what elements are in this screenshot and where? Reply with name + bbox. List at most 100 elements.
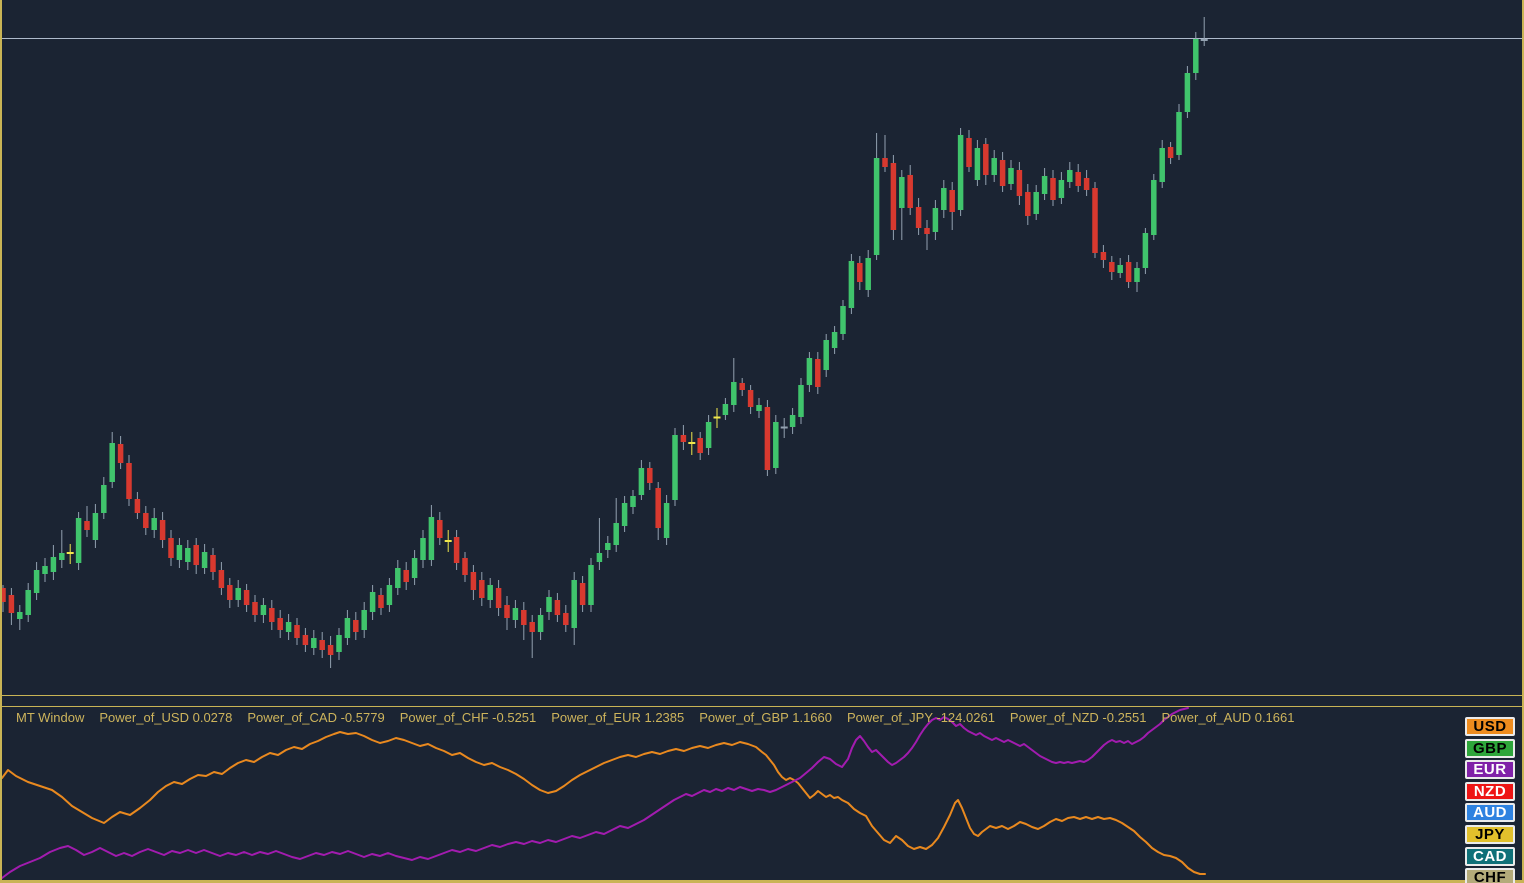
candle-body xyxy=(890,163,897,230)
candle-body xyxy=(285,622,292,632)
candle-body xyxy=(0,588,6,602)
candle-body xyxy=(915,207,922,228)
candle-body xyxy=(479,580,485,598)
candle-body xyxy=(277,618,283,630)
candle-body xyxy=(705,422,712,448)
candle-body xyxy=(655,488,661,528)
candle-body xyxy=(185,548,191,562)
candle-body xyxy=(697,438,703,453)
legend-button-usd[interactable]: USD xyxy=(1465,717,1515,736)
candle-body xyxy=(495,588,502,608)
legend-button-jpy[interactable]: JPY xyxy=(1465,824,1515,844)
candle-body xyxy=(647,468,653,483)
indicator-value-power_of_jpy: Power_of_JPY -124.0261 xyxy=(847,710,995,725)
candle-body xyxy=(8,595,15,613)
candle-body xyxy=(1041,176,1048,194)
candle-body xyxy=(865,258,871,290)
candle-body xyxy=(319,640,325,650)
candle-body xyxy=(1142,233,1149,268)
legend-button-gbp[interactable]: GBP xyxy=(1465,738,1515,758)
candle-body xyxy=(1176,112,1182,155)
candle-body xyxy=(403,570,409,582)
legend-button-aud[interactable]: AUD xyxy=(1465,803,1515,823)
candle-body xyxy=(353,620,359,632)
indicator-value-power_of_nzd: Power_of_NZD -0.2551 xyxy=(1009,710,1147,725)
currency-legend: USD GBP EUR NZD AUD JPY CAD CHF xyxy=(1465,717,1515,883)
candle-body xyxy=(924,228,930,234)
candle-body xyxy=(932,208,939,232)
legend-button-cad[interactable]: CAD xyxy=(1465,846,1515,866)
candle-body xyxy=(1016,170,1023,196)
candle-body xyxy=(428,517,435,560)
candle-body xyxy=(1159,148,1165,182)
candle-body xyxy=(823,340,829,370)
candle-body xyxy=(1075,172,1081,186)
candle-body xyxy=(227,585,233,600)
indicator-window-title: MT Window xyxy=(16,710,85,725)
legend-button-chf[interactable]: CHF xyxy=(1465,868,1515,883)
candle-body xyxy=(521,610,527,625)
candle-body xyxy=(957,135,964,210)
candle-body xyxy=(201,552,208,568)
candle-body xyxy=(966,138,972,167)
candle-body xyxy=(361,610,367,630)
indicator-value-power_of_chf: Power_of_CHF -0.5251 xyxy=(399,710,537,725)
candle-body xyxy=(949,190,955,212)
candle-body xyxy=(59,553,65,560)
candle-body xyxy=(546,597,552,612)
candle-body xyxy=(336,635,342,652)
indicator-value-power_of_gbp: Power_of_GBP 1.1660 xyxy=(699,710,832,725)
candle-body xyxy=(605,543,611,550)
candle-body xyxy=(764,407,771,470)
candle-body xyxy=(50,557,57,572)
legend-button-nzd[interactable]: NZD xyxy=(1465,781,1515,801)
candle-body xyxy=(1125,262,1132,282)
indicator-value-power_of_eur: Power_of_EUR 1.2385 xyxy=(551,710,685,725)
candle-body xyxy=(151,518,157,530)
candle-body xyxy=(218,570,225,588)
candle-body xyxy=(311,638,317,648)
candle-body xyxy=(294,625,300,638)
candle-body xyxy=(1067,170,1073,182)
candle-body xyxy=(462,558,468,575)
chart-right-border xyxy=(1522,0,1524,883)
legend-button-eur[interactable]: EUR xyxy=(1465,760,1515,780)
candle-body xyxy=(1109,262,1115,272)
candle-body xyxy=(1193,39,1199,73)
candle-body xyxy=(907,175,913,208)
candle-body xyxy=(747,390,754,407)
candle-body xyxy=(1033,192,1039,214)
candle-body xyxy=(873,158,880,255)
candle-body xyxy=(613,523,619,545)
candle-body xyxy=(579,583,586,605)
candle-body xyxy=(437,520,443,538)
candle-body xyxy=(840,306,846,334)
indicator-value-power_of_usd: Power_of_USD 0.0278 xyxy=(99,710,233,725)
candle-body xyxy=(571,580,577,628)
candle-body xyxy=(638,468,645,495)
candle-body xyxy=(1184,73,1191,112)
candle-body xyxy=(25,590,31,615)
candle-body xyxy=(168,538,174,558)
candle-body xyxy=(739,383,745,390)
candle-body xyxy=(899,177,905,208)
candle-body xyxy=(176,545,183,560)
candle-body xyxy=(798,385,804,417)
candle-body xyxy=(101,485,107,513)
eur-power-line xyxy=(1,707,1189,879)
candle-body xyxy=(1050,178,1056,200)
candle-body xyxy=(731,382,737,405)
candle-body xyxy=(252,602,258,615)
candle-body xyxy=(848,261,855,308)
candle-body xyxy=(193,545,199,565)
candle-body xyxy=(857,263,863,282)
candle-body xyxy=(92,513,99,540)
candle-body xyxy=(386,585,393,605)
candle-body xyxy=(882,158,888,167)
candle-body xyxy=(1025,192,1031,216)
candle-body xyxy=(663,503,670,538)
candle-body xyxy=(672,435,678,500)
candle-body xyxy=(75,518,82,563)
